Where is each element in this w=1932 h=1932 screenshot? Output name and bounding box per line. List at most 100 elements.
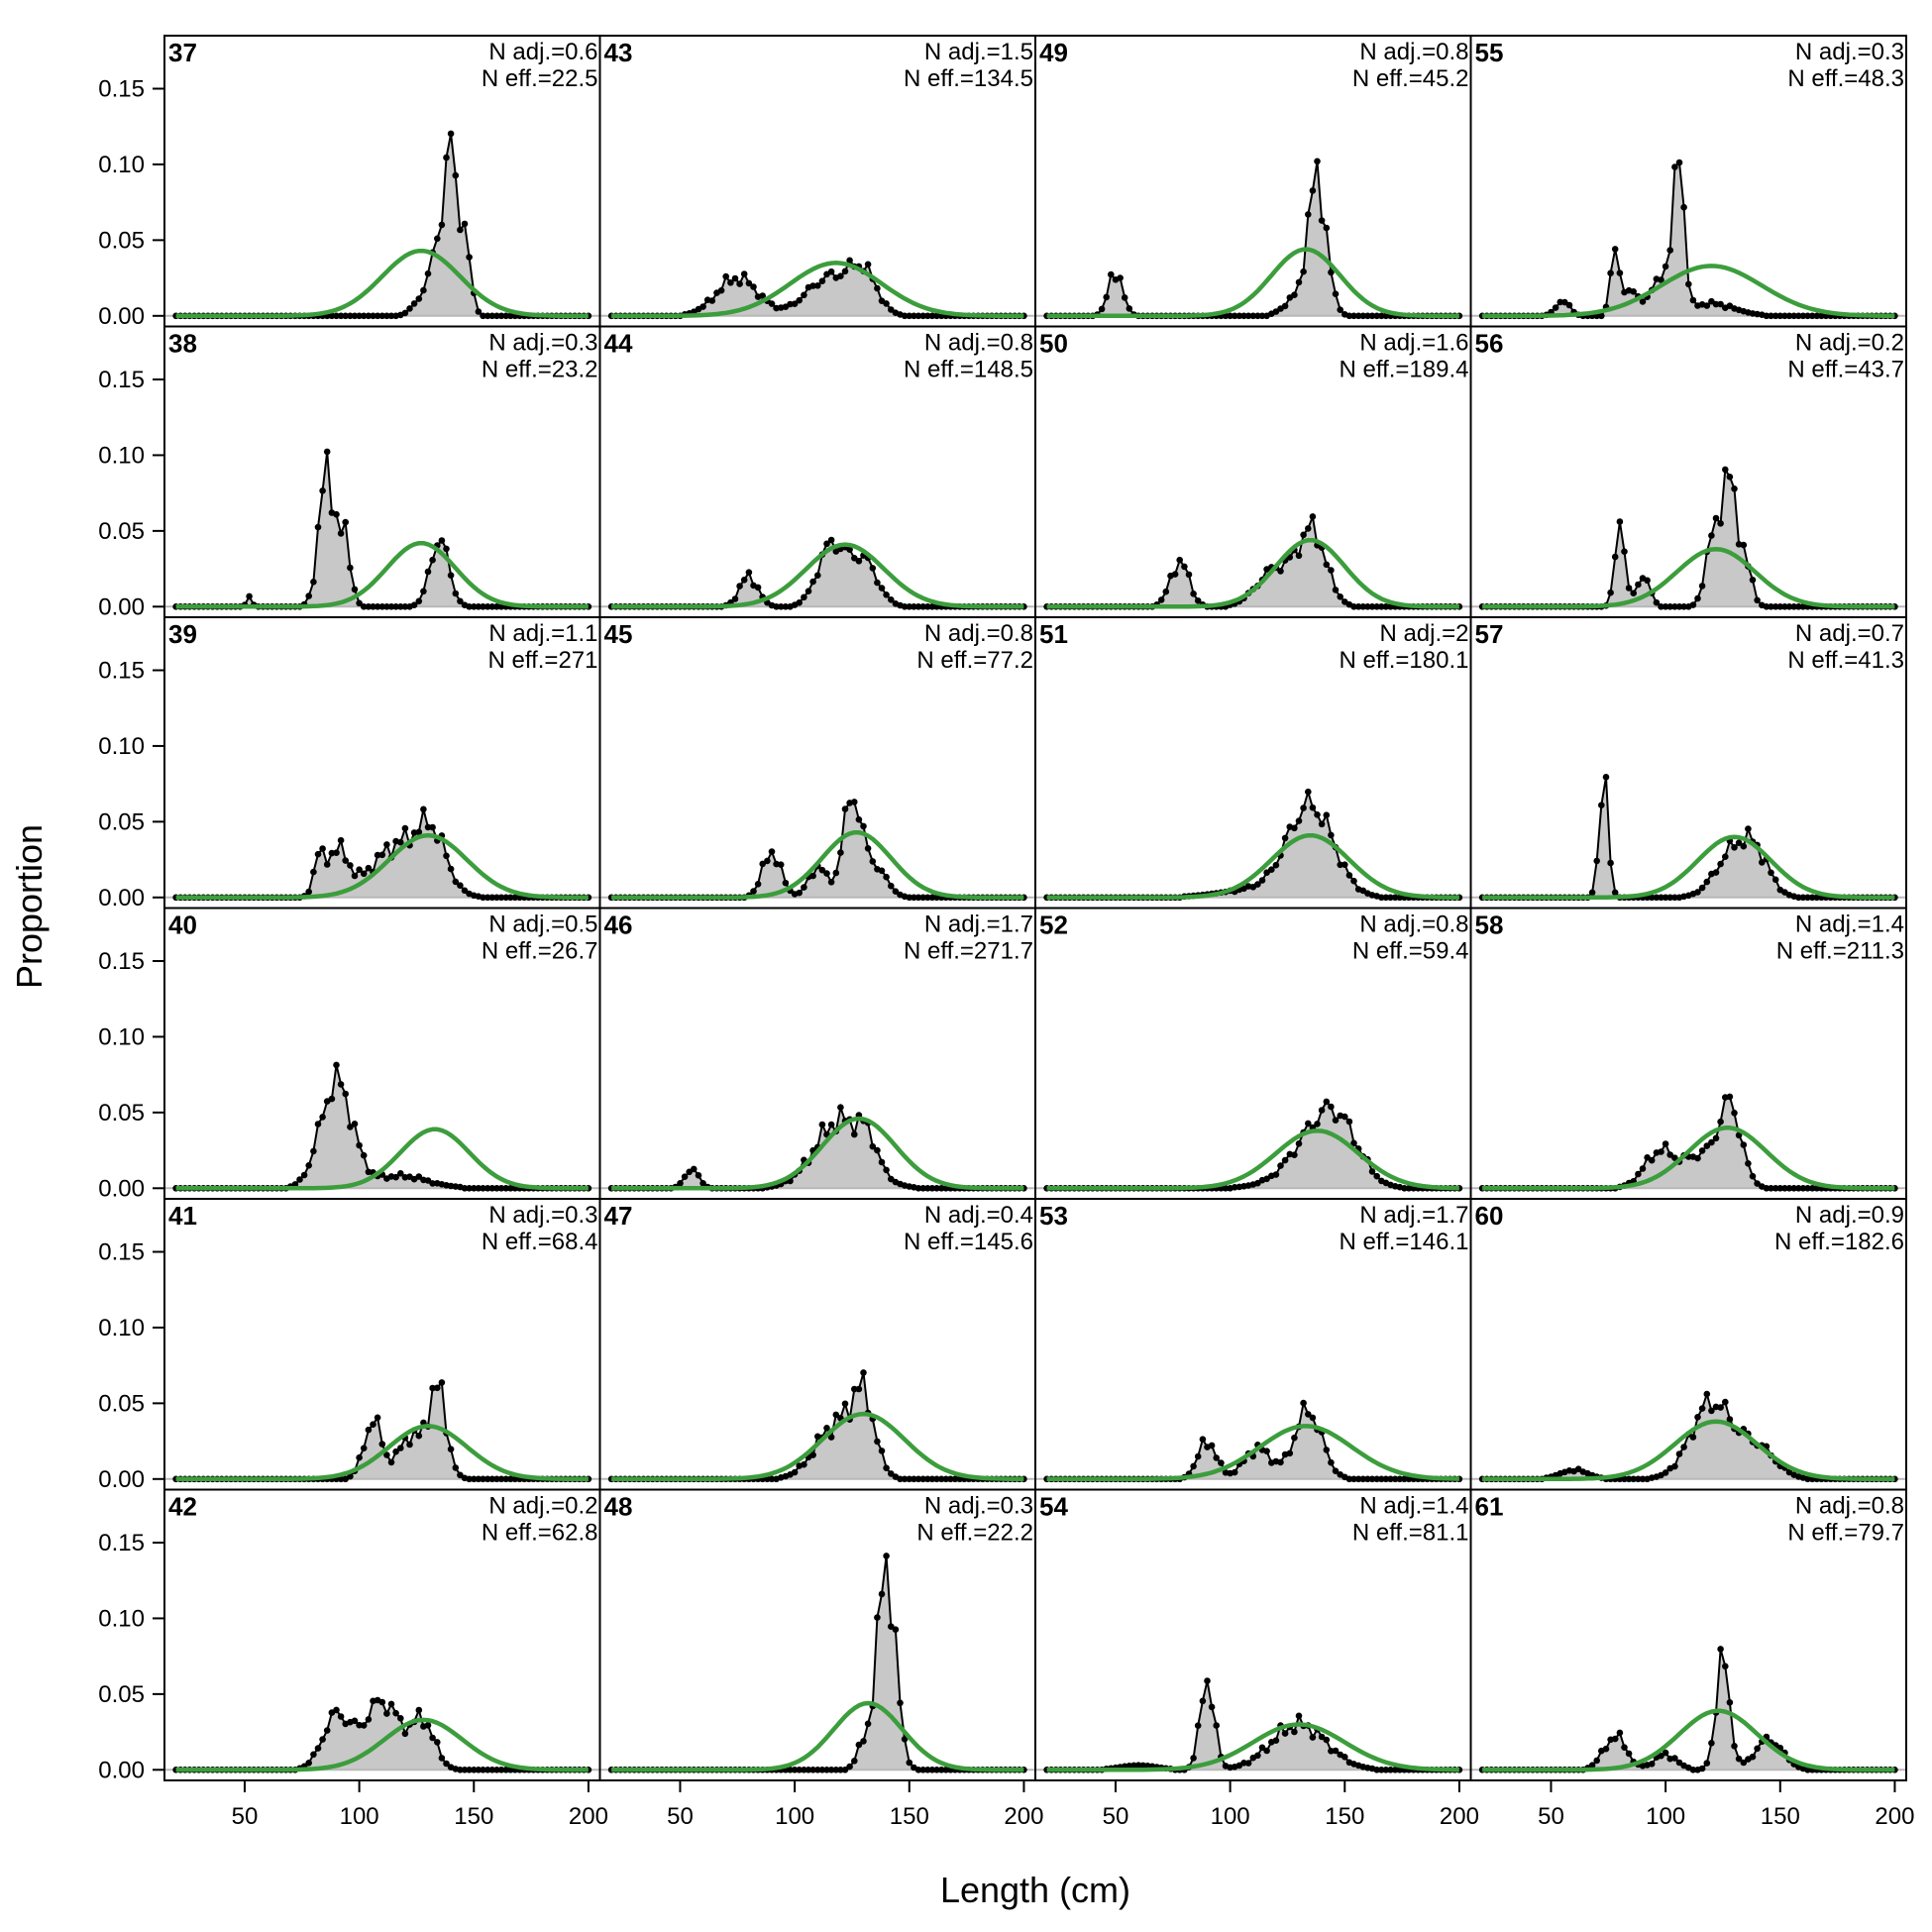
observed-point — [1318, 217, 1326, 224]
observed-point — [488, 603, 496, 610]
observed-point — [1799, 603, 1807, 610]
observed-point — [333, 1061, 340, 1069]
n-adj-label: N adj.=0.8 — [1359, 39, 1468, 65]
observed-point — [1698, 1405, 1706, 1412]
observed-point — [328, 312, 336, 320]
n-adj-label: N adj.=0.5 — [488, 912, 597, 938]
observed-point — [1281, 1156, 1289, 1164]
observed-point — [841, 268, 849, 275]
observed-point — [378, 1441, 386, 1448]
observed-point — [1235, 312, 1243, 320]
observed-point — [827, 536, 835, 544]
observed-point — [314, 1745, 322, 1752]
n-adj-label: N adj.=0.3 — [1795, 39, 1904, 65]
observed-point — [791, 1468, 799, 1476]
n-eff-label: N eff.=62.8 — [482, 1520, 598, 1547]
observed-point — [1776, 312, 1784, 320]
n-eff-label: N eff.=271 — [488, 647, 598, 674]
observed-point — [305, 1760, 313, 1767]
observed-point — [333, 510, 340, 518]
observed-point — [1593, 1757, 1600, 1765]
y-tick-label: 0.00 — [98, 593, 145, 620]
observed-point — [360, 312, 368, 320]
observed-point — [383, 312, 390, 320]
observed-point — [1763, 1185, 1771, 1192]
observed-point — [356, 866, 363, 873]
observed-point — [434, 1384, 441, 1392]
panel-id-label: 43 — [604, 38, 633, 67]
observed-area — [175, 1700, 589, 1771]
observed-point — [1813, 312, 1821, 320]
x-axis: 50 100 150 200 50 100 150 200 50 100 150 200 50 100 15… — [232, 1780, 1914, 1830]
observed-point — [493, 312, 500, 320]
observed-point — [1295, 1712, 1303, 1720]
observed-point — [1263, 1448, 1270, 1454]
observed-point — [1108, 270, 1115, 278]
observed-point — [452, 590, 460, 597]
n-adj-label: N adj.=0.9 — [1795, 1202, 1904, 1229]
observed-point — [1244, 1760, 1252, 1767]
n-adj-label: N adj.=0.2 — [488, 1493, 597, 1520]
observed-point — [1263, 869, 1270, 876]
observed-point — [1768, 603, 1774, 610]
observed-point — [878, 1590, 886, 1598]
observed-point — [818, 866, 826, 874]
observed-point — [365, 1716, 373, 1723]
observed-area — [1046, 1403, 1459, 1479]
observed-point — [1126, 305, 1133, 312]
observed-point — [846, 1763, 853, 1771]
observed-point — [310, 1751, 317, 1759]
observed-point — [837, 272, 844, 280]
observed-point — [677, 1180, 684, 1187]
n-eff-label: N eff.=271.7 — [904, 938, 1033, 965]
expected-line — [1482, 546, 1895, 609]
observed-point — [374, 603, 381, 610]
x-axis-title: Length (cm) — [940, 1870, 1130, 1910]
n-eff-label: N eff.=145.6 — [904, 1229, 1033, 1255]
observed-point — [796, 296, 803, 304]
observed-point — [1314, 1121, 1321, 1127]
observed-point — [497, 1475, 505, 1483]
observed-point — [356, 1141, 363, 1149]
observed-point — [1602, 774, 1610, 781]
observed-point — [1291, 1728, 1298, 1736]
y-tick-label: 0.15 — [98, 948, 145, 975]
observed-point — [1286, 1449, 1294, 1457]
observed-line — [175, 451, 589, 608]
observed-point — [296, 1176, 303, 1183]
observed-point — [1309, 513, 1317, 520]
observed-point — [374, 1414, 381, 1422]
observed-point — [860, 1369, 867, 1376]
observed-point — [1185, 571, 1193, 579]
observed-point — [1749, 1172, 1757, 1180]
observed-point — [933, 1767, 940, 1773]
observed-point — [1309, 1734, 1317, 1741]
observed-point — [1378, 603, 1385, 610]
observed-point — [502, 1767, 509, 1773]
observed-point — [736, 280, 743, 287]
observed-point — [1771, 603, 1779, 610]
observed-point — [387, 603, 395, 610]
observed-point — [415, 295, 423, 302]
n-adj-label: N adj.=1.5 — [924, 39, 1033, 65]
observed-point — [466, 1475, 473, 1483]
observed-point — [1231, 1468, 1238, 1476]
x-tick-label: 200 — [1004, 1803, 1043, 1830]
observed-point — [493, 1475, 500, 1483]
observed-point — [1712, 300, 1720, 308]
observed-point — [801, 1460, 807, 1468]
observed-point — [911, 894, 917, 902]
observed-point — [511, 1475, 519, 1483]
x-tick-label: 100 — [1646, 1803, 1685, 1830]
observed-point — [452, 878, 460, 886]
observed-point — [1795, 894, 1802, 902]
observed-point — [727, 279, 734, 286]
observed-point — [1703, 1760, 1711, 1767]
observed-point — [1785, 312, 1793, 320]
observed-point — [1671, 1154, 1678, 1161]
observed-point — [1621, 1744, 1628, 1751]
observed-point — [383, 1710, 390, 1717]
observed-point — [699, 1180, 706, 1187]
observed-point — [1277, 568, 1284, 575]
